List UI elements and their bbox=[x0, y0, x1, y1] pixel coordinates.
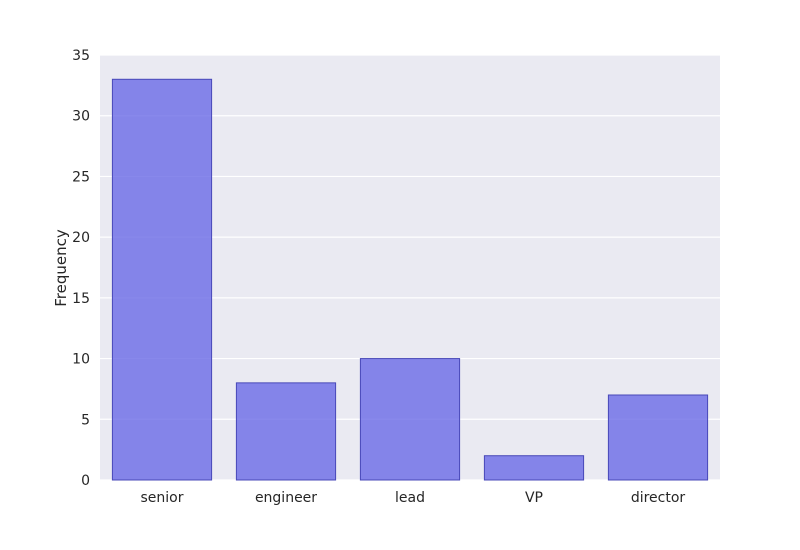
bar-senior bbox=[111, 78, 213, 481]
x-tick-label: engineer bbox=[255, 490, 317, 506]
y-tick-label: 20 bbox=[72, 230, 90, 246]
x-tick-label: VP bbox=[525, 490, 543, 506]
y-tick-label: 0 bbox=[81, 473, 90, 489]
x-tick-label: lead bbox=[395, 490, 425, 506]
bar-director bbox=[607, 394, 709, 481]
x-tick-label: director bbox=[631, 490, 686, 506]
bar-engineer bbox=[235, 382, 337, 481]
y-axis-ticks: 0 5 10 15 20 25 30 35 bbox=[72, 48, 90, 489]
bar-lead bbox=[359, 358, 461, 481]
bars bbox=[111, 78, 709, 481]
x-axis-ticks: senior engineer lead VP director bbox=[141, 490, 686, 506]
y-tick-label: 30 bbox=[72, 109, 90, 125]
bar-vp bbox=[483, 455, 585, 481]
y-tick-label: 15 bbox=[72, 291, 90, 307]
y-tick-label: 35 bbox=[72, 48, 90, 64]
x-tick-label: senior bbox=[141, 490, 184, 506]
y-axis-label: Frequency bbox=[52, 229, 70, 307]
y-tick-label: 5 bbox=[81, 412, 90, 428]
y-tick-label: 10 bbox=[72, 352, 90, 368]
y-tick-label: 25 bbox=[72, 169, 90, 185]
